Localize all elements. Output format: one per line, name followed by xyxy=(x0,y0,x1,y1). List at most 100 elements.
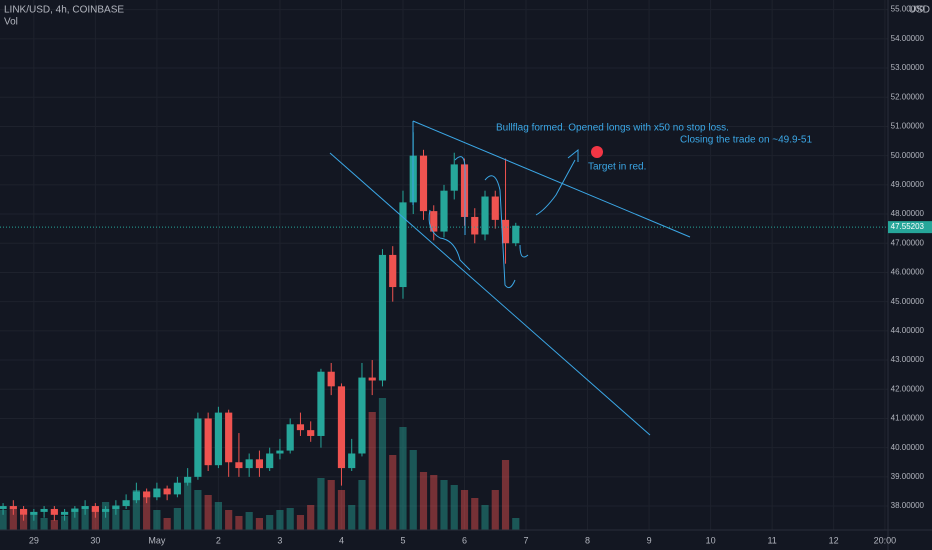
volume-bar xyxy=(337,490,346,530)
x-tick-label: 4 xyxy=(339,535,344,545)
y-tick-label: 43.00000 xyxy=(891,355,925,364)
volume-bar xyxy=(368,412,376,530)
candle-body xyxy=(30,511,38,515)
y-tick-label: 44.00000 xyxy=(891,326,925,335)
y-tick-label: 50.00000 xyxy=(891,151,925,160)
candle-body xyxy=(91,506,99,512)
y-tick-label: 51.00000 xyxy=(891,122,925,131)
candle-body xyxy=(19,508,28,515)
volume-bar xyxy=(194,490,202,530)
candle-body xyxy=(389,254,397,288)
chart-title: LINK/USD, 4h, COINBASE xyxy=(4,5,124,16)
x-tick-label: 7 xyxy=(524,535,529,545)
candle-body xyxy=(204,418,212,466)
volume-bar xyxy=(327,480,335,530)
volume-bar xyxy=(286,508,294,530)
last-price-box xyxy=(888,221,932,234)
candle-body xyxy=(194,418,202,477)
candle-body xyxy=(368,377,376,381)
x-tick-label: May xyxy=(148,535,166,545)
candle-body xyxy=(286,424,294,451)
x-tick-label: 8 xyxy=(585,535,590,545)
x-tick-label: 30 xyxy=(90,535,100,545)
candle-body xyxy=(450,164,458,191)
volume-bar xyxy=(19,515,28,530)
candle-body xyxy=(9,506,17,509)
volume-bar xyxy=(245,512,253,530)
candle-body xyxy=(153,488,161,498)
y-tick-label: 47.00000 xyxy=(891,238,925,247)
volume-bar xyxy=(122,510,130,530)
x-tick-label: 3 xyxy=(277,535,282,545)
candle-body xyxy=(399,202,407,288)
volume-bar xyxy=(153,510,161,530)
volume-bar xyxy=(378,398,387,530)
y-tick-label: 48.00000 xyxy=(891,209,925,218)
y-tick-label: 54.00000 xyxy=(891,34,925,43)
volume-bar xyxy=(501,460,510,530)
volume-bar xyxy=(481,505,489,530)
last-price-label: 47.55203 xyxy=(891,222,925,231)
volume-bar xyxy=(235,516,243,530)
x-tick-label: 5 xyxy=(400,535,405,545)
volume-bar xyxy=(450,485,458,530)
y-tick-label: 45.00000 xyxy=(891,297,925,306)
volume-bar xyxy=(512,518,520,530)
annotation: Target in red. xyxy=(588,162,646,173)
volume-bar xyxy=(61,516,69,530)
candle-body xyxy=(184,476,192,483)
candle-body xyxy=(50,508,58,515)
x-tick-label: 6 xyxy=(462,535,467,545)
volume-bar xyxy=(40,518,48,530)
candle-body xyxy=(81,506,89,509)
candle-body xyxy=(61,511,69,515)
volume-bar xyxy=(173,508,181,530)
drawings: Bullflag formed. Opened longs with x50 n… xyxy=(329,120,812,436)
volume-bar xyxy=(204,495,212,530)
volume-bar xyxy=(348,505,356,530)
volume-bar xyxy=(91,508,99,530)
candle-body xyxy=(419,155,428,212)
candle-body xyxy=(112,506,120,509)
volume-bar xyxy=(132,490,140,530)
volume-bar xyxy=(471,498,479,530)
volume-bar xyxy=(9,508,17,530)
candle-body xyxy=(327,371,335,387)
candle-body xyxy=(491,196,499,220)
volume-bar xyxy=(184,482,192,530)
volume-bar xyxy=(276,510,284,530)
candle-body xyxy=(71,508,79,512)
candle-body xyxy=(378,254,387,381)
candle-body xyxy=(235,462,243,469)
candle-body xyxy=(307,430,315,436)
volume-bar xyxy=(317,478,325,530)
volume-label: Vol xyxy=(4,17,18,28)
volume-bar xyxy=(307,505,315,530)
y-tick-label: 40.00000 xyxy=(891,443,925,452)
volume-bar xyxy=(0,510,7,530)
volume-bar xyxy=(399,427,407,530)
candle-body xyxy=(225,412,233,463)
y-tick-label: 49.00000 xyxy=(891,180,925,189)
y-tick-label: 41.00000 xyxy=(891,414,925,423)
candle-body xyxy=(40,508,48,512)
volume-bar xyxy=(50,520,58,530)
volume-bar xyxy=(409,450,417,530)
y-tick-label: 38.00000 xyxy=(891,501,925,510)
candle-body xyxy=(501,219,510,244)
volume-bar xyxy=(30,512,38,530)
candle-body xyxy=(296,424,305,431)
trend-line xyxy=(329,152,651,436)
annotation: Closing the trade on ~49.9-51 xyxy=(680,135,812,146)
candle-body xyxy=(214,412,222,466)
volume-bar xyxy=(430,475,438,530)
x-tick-label: 10 xyxy=(706,535,716,545)
candle-body xyxy=(512,225,520,244)
bracket xyxy=(439,175,516,289)
volume-bar xyxy=(491,490,499,530)
arrow xyxy=(519,159,576,258)
y-tick-label: 42.00000 xyxy=(891,384,925,393)
